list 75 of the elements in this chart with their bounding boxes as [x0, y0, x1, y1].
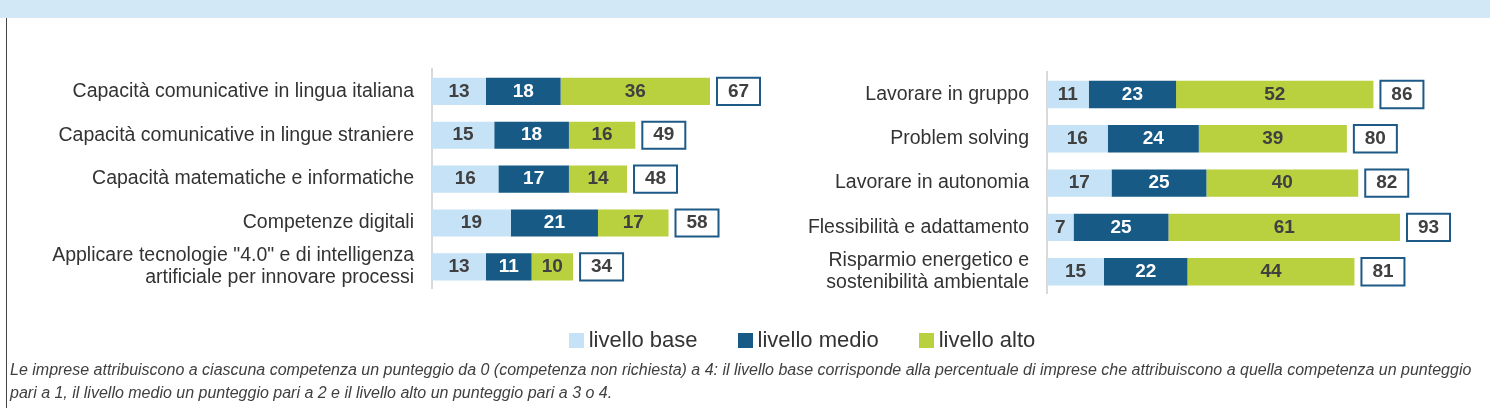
y-tick-label: Applicare tecnologie "4.0" e di intelligenza artificiale per innovare processi [52, 243, 415, 288]
bar [1168, 213, 1400, 242]
bar [1198, 125, 1347, 153]
total-label: 82 [1376, 171, 1398, 193]
bar [1088, 80, 1177, 109]
bar [1176, 80, 1374, 109]
data-label: 16 [1066, 127, 1088, 149]
y-tick-label: Lavorare in autonomia [834, 170, 1030, 193]
text: Le imprese attribuiscono a ciascuna competenza un punteggio da 0 (competenza non richiesta) a 4: il livello base corrisponde alla percentuale di imprese che attribuiscono a quella competenza un punteggio pari a 1, il livello medio un punteggio pari a 2 e il livello alto un punteggio pari a 3 o 4. [10, 360, 1473, 403]
bar [1187, 257, 1355, 286]
bar [597, 209, 669, 237]
bar [1047, 125, 1108, 153]
bar [560, 77, 710, 105]
data-label: 25 [1148, 171, 1170, 193]
total-label: 86 [1391, 82, 1413, 104]
data-label: 17 [523, 167, 545, 189]
data-label: 25 [1110, 215, 1133, 237]
total-label: 34 [591, 255, 613, 277]
data-label: 16 [454, 167, 476, 189]
data-label: 15 [452, 123, 475, 145]
data-label: 7 [1055, 215, 1066, 237]
data-label: 17 [622, 211, 644, 233]
y-tick-label: Capacità comunicative in lingua italiana [72, 78, 415, 101]
total-label: 80 [1364, 127, 1386, 149]
legend-label: livello medio [757, 327, 879, 352]
data-label: 24 [1142, 127, 1165, 149]
data-label: 19 [460, 211, 482, 233]
total-label: 58 [686, 211, 708, 233]
data-label: 21 [543, 211, 566, 233]
total-label: 49 [653, 123, 675, 145]
data-label: 36 [624, 79, 646, 101]
bar [1111, 169, 1207, 197]
data-label: 40 [1271, 171, 1293, 193]
data-label: 44 [1260, 259, 1282, 281]
data-label: 52 [1264, 82, 1286, 104]
bar [1073, 213, 1169, 242]
y-tick-label: Flessibilità e adattamento [807, 214, 1030, 237]
data-label: 39 [1262, 127, 1284, 149]
data-label: 18 [512, 79, 534, 101]
data-label: 61 [1273, 215, 1296, 237]
bar [1206, 169, 1359, 197]
y-tick-label: Risparmio energetico e sostenibilità ambientale [826, 247, 1029, 293]
data-label: 18 [521, 123, 543, 145]
data-label: 13 [448, 79, 470, 101]
y-tick-label: Capacità matematiche e informatiche [92, 166, 414, 189]
bar [1047, 169, 1112, 197]
bar [432, 165, 499, 193]
total-label: 81 [1372, 259, 1394, 281]
y-tick-label: Competenze digitali [242, 210, 414, 233]
data-label: 22 [1135, 259, 1157, 281]
bar [485, 77, 561, 105]
bar [432, 209, 511, 237]
legend-label: livello alto [938, 327, 1036, 352]
bar [494, 121, 569, 149]
total-label: 48 [644, 167, 667, 189]
data-label: 11 [498, 255, 520, 277]
total-label: 93 [1417, 215, 1440, 237]
y-tick-label: Capacità comunicative in lingue straniere [58, 122, 414, 145]
legend-label: livello base [588, 327, 698, 352]
total-label: 67 [727, 79, 750, 101]
bar [1047, 213, 1074, 242]
data-label: 15 [1064, 259, 1087, 281]
bar [510, 209, 598, 237]
data-label: 16 [591, 123, 613, 145]
data-label: 14 [587, 167, 609, 189]
data-label: 17 [1068, 171, 1090, 193]
data-label: 23 [1121, 82, 1143, 104]
y-tick-label: Problem solving [890, 126, 1029, 149]
data-label: 10 [541, 255, 563, 277]
bar [1103, 257, 1188, 286]
y-tick-label: Lavorare in gruppo [865, 81, 1030, 104]
data-label: 11 [1057, 82, 1079, 104]
bar [1107, 125, 1199, 153]
bar [498, 165, 569, 193]
data-label: 13 [448, 255, 470, 277]
